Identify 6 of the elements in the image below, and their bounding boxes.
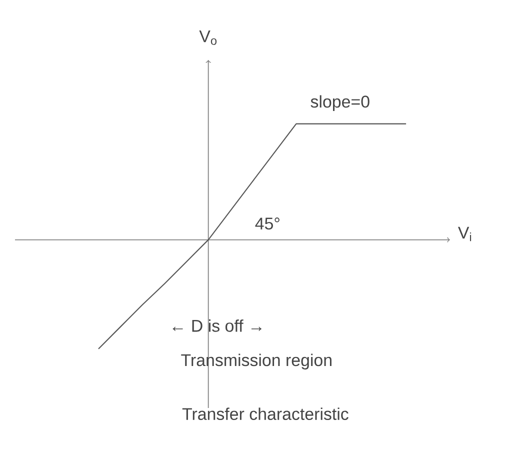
text: slope=0: [310, 95, 370, 111]
annotation: ← D is off →: [172, 319, 262, 332]
y-axis-title: V$_{o}$: [199, 30, 217, 45]
text: Transfer characteristic: [182, 408, 348, 420]
x-axis-title: V$_{i}$: [458, 226, 472, 242]
annotation: 45°: [255, 218, 280, 230]
